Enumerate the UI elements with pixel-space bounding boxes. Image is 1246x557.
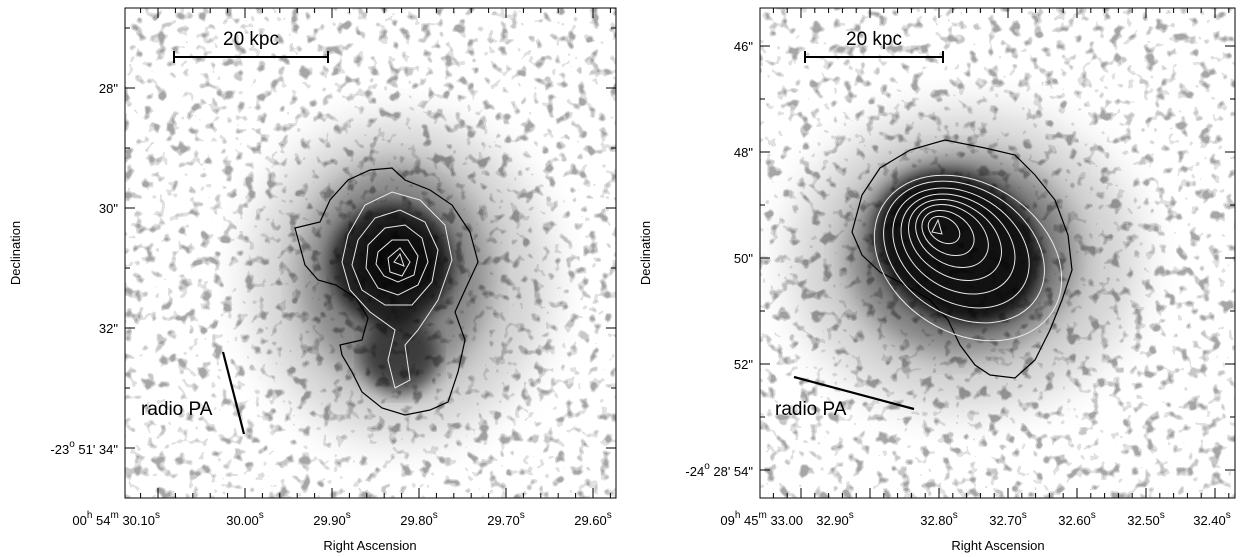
- left-ra-tick-label: 29.70s: [487, 510, 525, 528]
- right-dec-tick-label: 52": [734, 357, 753, 372]
- right-minor-x-ticks: [772, 8, 1230, 498]
- right-dec-tick-label: 48": [734, 145, 753, 160]
- left-xlabel: Right Ascension: [323, 538, 416, 553]
- left-minor-x-ticks: [140, 8, 611, 498]
- left-scale-bar-label: 20 kpc: [223, 29, 279, 50]
- right-radio-pa-line: [793, 375, 915, 411]
- left-scale-bar: 20 kpc: [173, 29, 329, 63]
- left-dec-tick-label: 28": [99, 81, 118, 96]
- left-ticks: [125, 8, 616, 498]
- right-scale-bar: 20 kpc: [804, 29, 944, 63]
- right-ylabel: Declination: [638, 221, 653, 285]
- left-ra-tick-label: 00h 54m 30.10s: [72, 510, 160, 528]
- left-frame: [124, 7, 617, 499]
- right-radio-pa-label: radio PA: [775, 399, 847, 420]
- left-ra-tick-label: 29.80s: [400, 510, 438, 528]
- right-dec-tick-label: 50": [734, 251, 753, 266]
- left-dec-tick-label: 32": [99, 321, 118, 336]
- right-xlabel: Right Ascension: [951, 538, 1044, 553]
- right-frame: [759, 7, 1236, 499]
- right-ra-tick-label: 32.90s: [816, 510, 854, 528]
- left-dec-tick-label: -23o 51' 34": [50, 439, 118, 457]
- right-dec-tick-label: -24o 28' 54": [685, 461, 753, 479]
- right-ra-tick-label: 09h 45m 33.00: [720, 510, 803, 528]
- right-dec-tick-label: 46": [734, 39, 753, 54]
- right-ra-tick-label: 32.60s: [1058, 510, 1096, 528]
- right-image: [760, 8, 1235, 498]
- left-radio-pa-label: radio PA: [141, 399, 213, 420]
- left-image: [125, 8, 616, 498]
- right-ra-tick-label: 32.80s: [920, 510, 958, 528]
- right-ticks: [760, 8, 1235, 498]
- left-ra-tick-label: 29.60s: [574, 510, 612, 528]
- left-radio-pa-line: [221, 351, 246, 435]
- right-ra-tick-label: 32.40s: [1193, 510, 1231, 528]
- left-ra-tick-label: 30.00s: [226, 510, 264, 528]
- right-ra-tick-label: 32.50s: [1127, 510, 1165, 528]
- left-ylabel: Declination: [8, 221, 23, 285]
- right-scale-bar-label: 20 kpc: [846, 29, 902, 50]
- right-ra-tick-label: 32.70s: [989, 510, 1027, 528]
- left-ra-tick-label: 29.90s: [313, 510, 351, 528]
- left-dec-tick-label: 30": [99, 201, 118, 216]
